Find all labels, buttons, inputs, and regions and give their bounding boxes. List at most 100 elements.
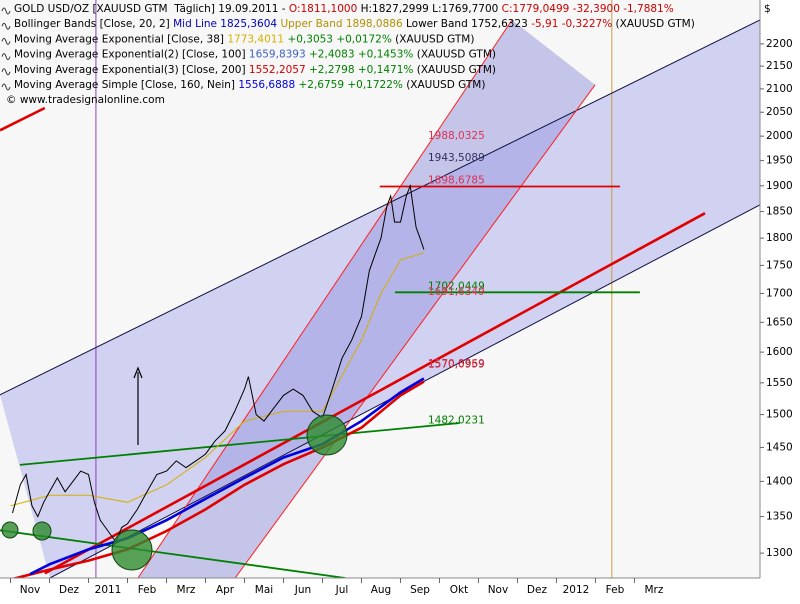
y-tick-label: 2050 bbox=[766, 106, 793, 118]
x-tick-label: Aug bbox=[371, 584, 392, 596]
x-tick-label: Sep bbox=[410, 584, 430, 596]
legend-icon bbox=[1, 37, 11, 45]
series-line bbox=[11, 380, 425, 578]
legend-line: Moving Average Exponential [Close, 38] 1… bbox=[14, 33, 474, 45]
y-tick-label: 1600 bbox=[766, 346, 793, 358]
legend-text: (XAUUSD GTM) bbox=[413, 49, 496, 61]
arrow-head bbox=[133, 366, 143, 379]
x-tick-label: Mai bbox=[255, 584, 273, 596]
x-tick-label: 2011 bbox=[95, 584, 122, 596]
y-tick-label: 1350 bbox=[766, 511, 793, 523]
x-tick-label: Jun bbox=[294, 584, 311, 596]
legend-text: -5,91 -0,3227% bbox=[531, 18, 612, 30]
y-tick-label: 1300 bbox=[766, 547, 793, 559]
x-tick-label: Apr bbox=[216, 584, 235, 596]
price-label: 1702,0449 bbox=[428, 280, 485, 292]
price-label: 1482,0231 bbox=[428, 414, 485, 426]
markers bbox=[1, 366, 348, 571]
watermark: © www.tradesignalonline.com bbox=[6, 94, 165, 106]
legend-text: Moving Average Exponential(3) [Close, 20… bbox=[14, 64, 249, 76]
x-tick-label: Feb bbox=[138, 584, 157, 596]
trend-line bbox=[234, 84, 596, 578]
legend-line: Moving Average Exponential(2) [Close, 10… bbox=[14, 49, 496, 61]
trend-line bbox=[0, 106, 46, 132]
y-tick-label: 2200 bbox=[766, 38, 793, 50]
marker-circle bbox=[32, 521, 52, 541]
legend-text: 1773,4011 bbox=[227, 33, 284, 45]
price-label: 1570,0959 bbox=[428, 358, 485, 370]
currency: $ bbox=[764, 3, 771, 15]
x-tick-label: Feb bbox=[606, 584, 625, 596]
y-tick-label: 1400 bbox=[766, 475, 793, 487]
legend-icon bbox=[1, 53, 11, 61]
price-label: 1570,8569 bbox=[428, 358, 485, 370]
y-tick-label: 1850 bbox=[766, 206, 793, 218]
y-tick-label: 1950 bbox=[766, 155, 793, 167]
y-tick-label: 1800 bbox=[766, 232, 793, 244]
trend-line bbox=[0, 529, 346, 578]
plot-layer bbox=[0, 0, 760, 578]
y-tick-label: 2100 bbox=[766, 83, 793, 95]
price-label: 1943,5089 bbox=[428, 152, 485, 164]
x-tick-label: Mrz bbox=[644, 584, 663, 596]
x-tick-label: 2012 bbox=[563, 584, 590, 596]
legend-text: +2,4083 +0,1453% bbox=[306, 49, 414, 61]
series-line bbox=[10, 252, 425, 507]
price-label: 1898,6785 bbox=[428, 174, 485, 186]
legend-text: Moving Average Exponential(2) [Close, 10… bbox=[14, 49, 249, 61]
legend-text: 1552,2057 bbox=[249, 64, 306, 76]
marker-circle bbox=[1, 521, 19, 539]
legend-text: Moving Average Simple [Close, 160, Nein] bbox=[14, 79, 238, 91]
legend-line: Moving Average Simple [Close, 160, Nein]… bbox=[14, 79, 485, 91]
legend-icon bbox=[1, 22, 11, 30]
series-line bbox=[29, 377, 425, 576]
legend-line: Moving Average Exponential(3) [Close, 20… bbox=[14, 64, 496, 76]
trend-line bbox=[0, 19, 760, 396]
price-label: 1988,0325 bbox=[428, 130, 485, 142]
trend-line bbox=[44, 212, 706, 575]
legend-text: Bollinger Bands [Close, 20, 2] bbox=[14, 18, 173, 30]
x-tick-label: Dez bbox=[59, 584, 80, 596]
legend-text: C:1779,0499 -32,3900 -1,7881% bbox=[502, 3, 674, 15]
legend-line: GOLD USD/OZ [XAUUSD GTM Täglich] 19.09.2… bbox=[14, 3, 674, 15]
x-tick-label: Dez bbox=[527, 584, 548, 596]
legend-text: GOLD USD/OZ [XAUUSD GTM Täglich] 19.09.2… bbox=[14, 3, 289, 15]
y-tick-label: 1900 bbox=[766, 180, 793, 192]
legend-text: Moving Average Exponential [Close, 38] bbox=[14, 33, 227, 45]
legend-icon bbox=[1, 83, 11, 91]
y-tick-label: 1650 bbox=[766, 316, 793, 328]
y-tick-label: 2150 bbox=[766, 60, 793, 72]
x-tick-label: Nov bbox=[20, 584, 41, 596]
legend-icon bbox=[1, 68, 11, 76]
legend-text: (XAUUSD GTM) bbox=[413, 64, 496, 76]
price-label: 1691,6349 bbox=[428, 286, 485, 298]
y-tick-label: 2000 bbox=[766, 130, 793, 142]
marker-circle bbox=[111, 529, 153, 571]
legend-text: (XAUUSD GTM) bbox=[392, 33, 475, 45]
legend-text: 1659,8393 bbox=[249, 49, 306, 61]
marker-circle bbox=[306, 414, 348, 456]
channel-fill bbox=[138, 19, 596, 578]
legend-text: +2,2798 +0,1471% bbox=[306, 64, 414, 76]
legend-text: 1556,6888 bbox=[238, 79, 295, 91]
legend-line: Bollinger Bands [Close, 20, 2] Mid Line … bbox=[14, 18, 695, 30]
y-tick-label: 1450 bbox=[766, 441, 793, 453]
series-line bbox=[12, 183, 425, 544]
legend-text: (XAUUSD GTM) bbox=[403, 79, 486, 91]
overlay-layer: 1988,0325 1943,5089 1898,6785 1702,04491691… bbox=[1, 3, 695, 426]
x-tick-label: Nov bbox=[488, 584, 509, 596]
legend-text: H:1827,2999 L:1769,7700 bbox=[357, 3, 501, 15]
legend-text: Lower Band 1752,6323 bbox=[406, 18, 531, 30]
y-tick-label: 1550 bbox=[766, 377, 793, 389]
legend-text: (XAUUSD GTM) bbox=[612, 18, 695, 30]
trend-line bbox=[137, 19, 513, 578]
legend-text: +0,3053 +0,0172% bbox=[284, 33, 392, 45]
x-tick-label: Jul bbox=[335, 584, 349, 596]
y-tick-label: 1700 bbox=[766, 287, 793, 299]
legend-text: O:1811,1000 bbox=[289, 3, 357, 15]
trend-line bbox=[19, 422, 460, 466]
y-tick-label: 1500 bbox=[766, 409, 793, 421]
legend-text: +2,6759 +0,1722% bbox=[295, 79, 403, 91]
legend-text: Mid Line 1825,3604 bbox=[173, 18, 280, 30]
